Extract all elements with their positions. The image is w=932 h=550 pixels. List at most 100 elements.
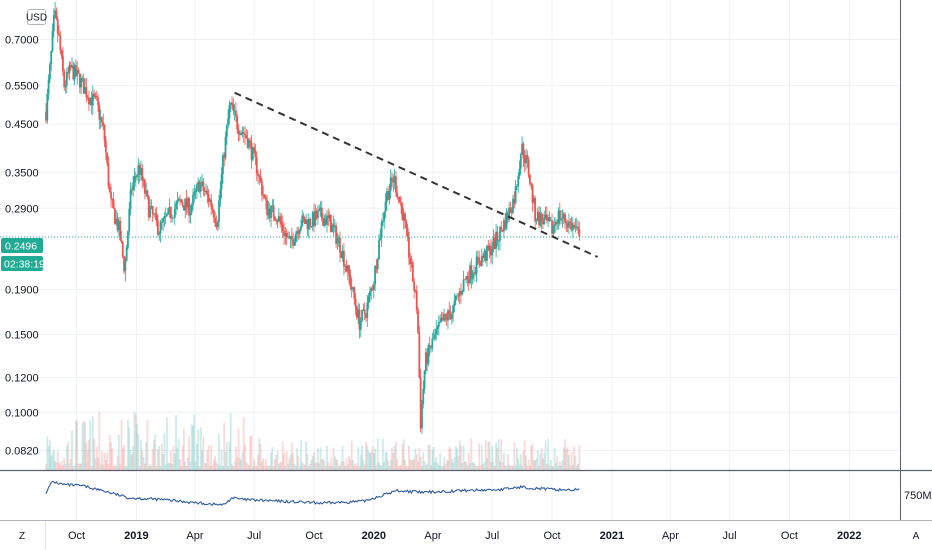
volume-bar: [254, 465, 257, 470]
candle-body: [499, 227, 501, 241]
volume-bar: [270, 452, 272, 470]
candle-body: [539, 213, 542, 226]
candle-body: [349, 275, 352, 287]
last-price-label: 0.2496: [5, 241, 37, 253]
candle-body: [214, 217, 217, 224]
candle-body: [119, 220, 122, 241]
candle-body: [305, 219, 308, 224]
candle-body: [339, 237, 341, 253]
volume-bar: [506, 454, 509, 470]
candle-body: [508, 207, 510, 220]
auto-scale-button[interactable]: A: [913, 531, 920, 542]
volume-bar: [382, 438, 384, 470]
candle-body: [454, 296, 457, 301]
volume-bar: [280, 462, 283, 470]
candle-body: [346, 265, 349, 272]
volume-bar: [333, 456, 336, 470]
candle-body: [445, 316, 448, 321]
candle-body: [123, 256, 125, 272]
currency-button[interactable]: USD: [26, 9, 47, 25]
candle-body: [193, 192, 196, 195]
volume-bar: [210, 445, 213, 470]
trendline[interactable]: [234, 91, 598, 258]
volume-bar: [497, 439, 500, 470]
candle-body: [254, 150, 257, 158]
candle-body: [306, 219, 309, 230]
candle-body: [294, 234, 297, 242]
zoom-z-button[interactable]: Z: [13, 526, 31, 544]
candle-body: [354, 298, 357, 307]
candle-body: [298, 229, 301, 235]
candle-body: [371, 288, 374, 290]
candle-body: [311, 212, 314, 227]
candle-body: [358, 309, 361, 330]
candle-body: [275, 220, 278, 222]
volume-bar: [176, 447, 179, 470]
volume-bar: [285, 451, 288, 470]
candle-body: [440, 317, 443, 322]
volume-bar: [216, 464, 219, 470]
volume-bar: [313, 452, 315, 470]
volume-bar: [391, 447, 393, 470]
volume-bar: [274, 459, 276, 470]
volume-bar: [415, 454, 418, 470]
volume-bar: [561, 459, 564, 470]
candle-body: [274, 216, 276, 221]
volume-bar: [314, 462, 317, 470]
volume-bar: [162, 453, 164, 470]
candle-body: [383, 211, 386, 221]
volume-bar: [235, 446, 237, 470]
volume-bar: [444, 464, 447, 470]
candle-body: [560, 219, 563, 221]
volume-bar: [54, 461, 57, 470]
volume-bar: [104, 460, 107, 470]
candle-body: [333, 225, 336, 228]
candle-body: [50, 51, 53, 65]
volume-bar: [482, 464, 484, 470]
volume-bar: [452, 462, 455, 470]
candle-body: [155, 213, 158, 221]
volume-bar: [172, 446, 175, 470]
volume-bar: [380, 465, 383, 470]
candle-body: [58, 33, 60, 36]
volume-bar: [237, 428, 240, 470]
candle-body: [51, 31, 54, 52]
x-tick-label: Jul: [723, 530, 737, 542]
candle-body: [473, 272, 475, 275]
volume-bar: [454, 446, 457, 470]
candle-body: [479, 263, 482, 266]
volume-bar: [310, 459, 313, 470]
volume-bar: [513, 442, 516, 470]
candle-body: [171, 217, 174, 219]
volume-bar: [225, 442, 228, 470]
time-axis[interactable]: Oct 2019 Apr Jul Oct 2020 Apr Jul Oct 2021 Apr Jul O…: [68, 530, 862, 542]
candle-body: [97, 97, 99, 106]
volume-bar: [266, 465, 269, 470]
volume-bar: [551, 465, 553, 470]
candle-body: [482, 256, 484, 258]
candle-body: [427, 345, 430, 364]
candle-body: [281, 224, 284, 231]
candle-body: [423, 370, 426, 389]
candle-body: [207, 194, 210, 202]
volume-bar: [117, 434, 120, 470]
volume-bar: [160, 443, 163, 470]
volume-bar: [389, 459, 392, 470]
candle-body: [405, 221, 408, 228]
volume-bar: [379, 464, 382, 470]
candle-body: [408, 236, 410, 258]
candle-body: [379, 237, 382, 240]
candle-body: [184, 198, 187, 211]
volume-bar: [218, 433, 220, 470]
candle-body: [523, 158, 526, 164]
candle-body: [434, 334, 436, 339]
candle-body: [98, 105, 101, 120]
price-axis[interactable]: 0.7000 0.5500 0.4500 0.3500 0.2900 0.1900 0.15…: [5, 34, 39, 457]
volume-bar: [476, 466, 479, 470]
volume-bar: [501, 462, 504, 470]
candle-body: [545, 214, 548, 221]
volume-bar: [242, 417, 245, 470]
volume-bar: [207, 445, 210, 470]
candle-body: [73, 65, 76, 80]
